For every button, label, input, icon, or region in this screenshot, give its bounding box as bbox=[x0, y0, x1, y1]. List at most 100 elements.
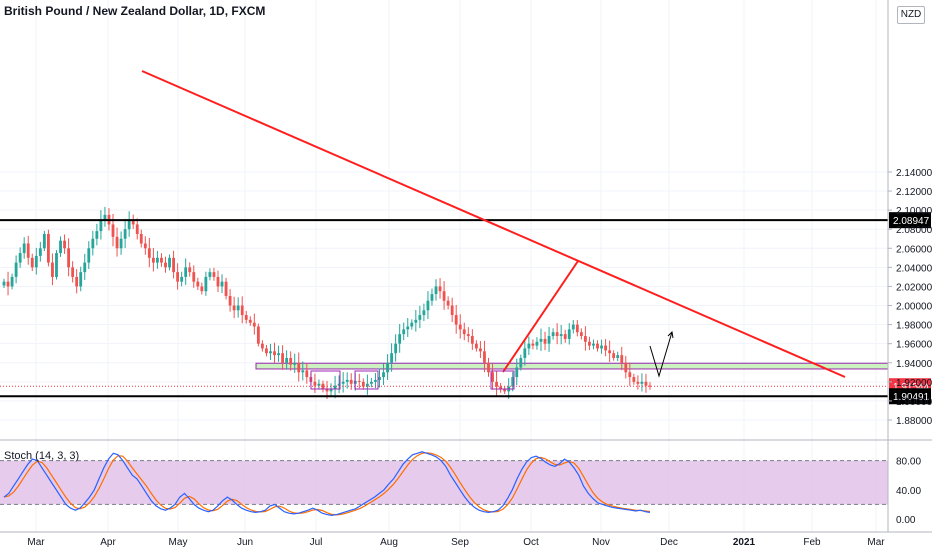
candle-body bbox=[519, 357, 523, 368]
candle-body bbox=[269, 351, 272, 354]
x-tick-label: Nov bbox=[592, 537, 610, 548]
candle-body bbox=[103, 214, 107, 220]
candle-body bbox=[450, 305, 454, 316]
candle-body bbox=[479, 348, 482, 352]
candle-body bbox=[410, 322, 414, 327]
x-tick-label: 2021 bbox=[733, 537, 756, 548]
candle-body bbox=[204, 276, 208, 292]
candle-body bbox=[454, 315, 458, 325]
candle-body bbox=[571, 324, 575, 330]
candle-body bbox=[575, 324, 579, 333]
candle-body bbox=[442, 291, 446, 301]
candle-body bbox=[616, 355, 620, 358]
candle-body bbox=[260, 343, 264, 349]
candle-body bbox=[543, 338, 547, 344]
candle-body bbox=[160, 257, 163, 263]
candle-body bbox=[511, 377, 515, 387]
candle-body bbox=[382, 372, 385, 378]
low-marker-box bbox=[490, 370, 515, 390]
rising-trendline bbox=[502, 260, 579, 373]
currency-badge[interactable]: NZD bbox=[897, 6, 925, 24]
x-tick-label: Apr bbox=[100, 537, 116, 548]
candle-body bbox=[168, 257, 171, 268]
lower-level-label-bg bbox=[889, 388, 931, 405]
candle-body bbox=[119, 238, 123, 249]
projection-arrowhead bbox=[667, 330, 674, 339]
candle-body bbox=[18, 253, 22, 263]
x-tick-label: Aug bbox=[380, 537, 398, 548]
support-zone bbox=[255, 362, 889, 370]
candle-body bbox=[600, 345, 603, 349]
candle-body bbox=[462, 329, 466, 335]
candle-body bbox=[277, 353, 280, 356]
candle-body bbox=[648, 385, 652, 387]
candle-body bbox=[527, 343, 531, 349]
candle-body bbox=[596, 343, 599, 349]
candle-body bbox=[341, 381, 345, 384]
candle-body bbox=[139, 233, 143, 244]
candle-body bbox=[628, 372, 632, 378]
candle-body bbox=[164, 262, 167, 268]
y-tick-label: 1.98000 bbox=[896, 321, 932, 332]
candle-body bbox=[131, 219, 135, 225]
y-tick-label: 1.90000 bbox=[896, 397, 932, 408]
candle-body bbox=[390, 353, 394, 363]
candle-body bbox=[236, 305, 240, 311]
stoch-indicator-label: Stoch (14, 3, 3) bbox=[4, 450, 80, 462]
candle-body bbox=[281, 353, 285, 363]
candle-body bbox=[244, 315, 248, 320]
candle-body bbox=[523, 348, 527, 358]
candle-body bbox=[224, 281, 228, 296]
stoch-k-line bbox=[3, 451, 651, 517]
chart-title: British Pound / New Zealand Dollar, 1D, … bbox=[4, 4, 266, 18]
candle-body bbox=[551, 332, 555, 337]
candle-body bbox=[232, 305, 236, 311]
candle-body bbox=[361, 381, 365, 387]
candle-body bbox=[474, 343, 478, 349]
candle-body bbox=[256, 326, 260, 344]
candle-body bbox=[567, 329, 571, 339]
candle-body bbox=[63, 240, 66, 249]
candle-body bbox=[184, 267, 188, 277]
candle-body bbox=[612, 353, 616, 358]
candle-body bbox=[46, 233, 50, 263]
candle-body bbox=[555, 332, 559, 337]
projection-path bbox=[649, 331, 673, 378]
candle-body bbox=[357, 380, 361, 382]
candle-body bbox=[406, 326, 410, 330]
candle-body bbox=[495, 381, 498, 387]
candle-body bbox=[418, 315, 422, 320]
candle-body bbox=[99, 219, 103, 232]
candle-body bbox=[79, 272, 83, 287]
candle-body bbox=[208, 272, 212, 277]
candle-body bbox=[30, 257, 34, 268]
x-tick-label: Mar bbox=[867, 537, 885, 548]
candle-body bbox=[42, 233, 46, 249]
candle-body bbox=[38, 248, 42, 256]
y-tick-label: 1.92000 bbox=[896, 378, 932, 389]
stoch-tick-label: 40.00 bbox=[896, 486, 921, 497]
candle-body bbox=[503, 389, 507, 392]
candle-body bbox=[426, 300, 430, 311]
candle-body bbox=[95, 231, 99, 239]
y-tick-label: 2.10000 bbox=[896, 206, 932, 217]
candle-body bbox=[200, 286, 204, 292]
candle-body bbox=[67, 248, 71, 268]
candle-body bbox=[111, 224, 115, 237]
candle-body bbox=[83, 262, 87, 273]
y-tick-label: 1.88000 bbox=[896, 416, 932, 427]
x-tick-label: Feb bbox=[803, 537, 821, 548]
candle-body bbox=[301, 370, 305, 373]
candle-body bbox=[386, 362, 389, 373]
candle-body bbox=[333, 385, 337, 390]
candle-body bbox=[240, 305, 244, 316]
candle-body bbox=[115, 236, 119, 249]
candle-body bbox=[216, 276, 220, 287]
candle-body bbox=[289, 357, 293, 365]
candle-body bbox=[14, 262, 18, 277]
candle-body bbox=[26, 243, 30, 258]
y-tick-label: 1.94000 bbox=[896, 359, 932, 370]
candle-body bbox=[487, 362, 490, 373]
candle-body bbox=[176, 272, 180, 282]
